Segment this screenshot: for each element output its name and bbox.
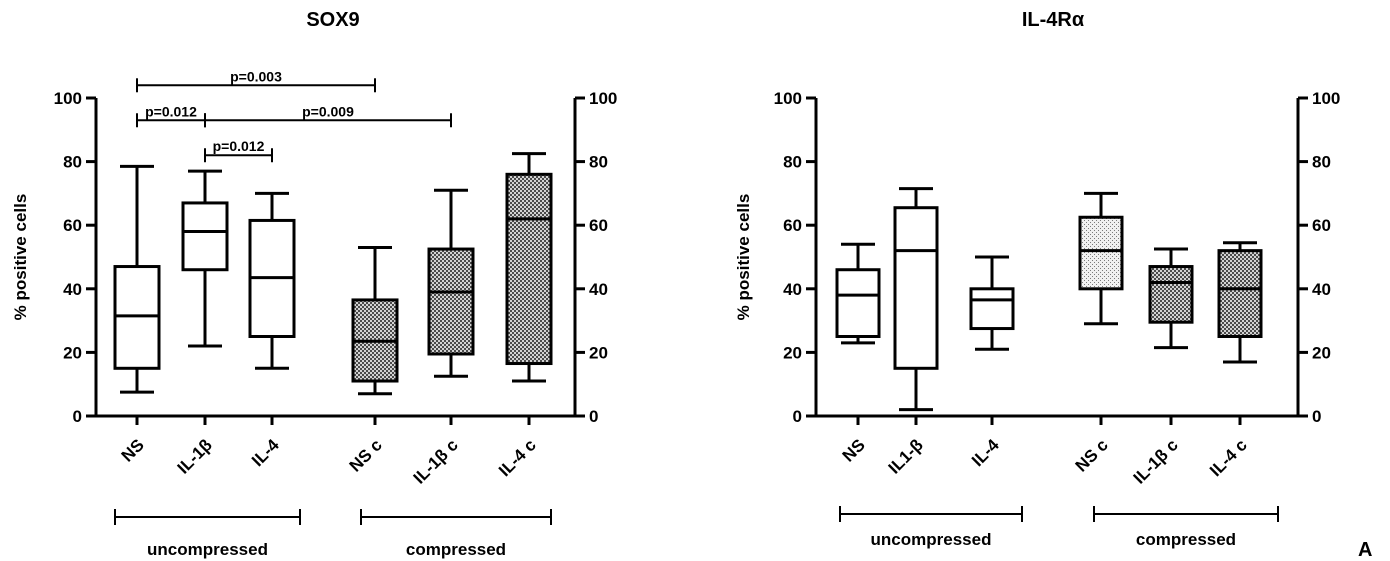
y-tick-label-right: 80 — [589, 153, 608, 172]
group-label: uncompressed — [147, 540, 268, 559]
box — [1217, 249, 1263, 338]
y-tick-label-left: 40 — [63, 280, 82, 299]
y-tick-label-left: 40 — [783, 280, 802, 299]
y-tick-label-right: 100 — [589, 89, 617, 108]
y-tick-label-right: 0 — [589, 407, 598, 426]
box — [969, 287, 1015, 331]
y-tick-label-right: 100 — [1312, 89, 1340, 108]
y-tick-label-right: 40 — [1312, 280, 1331, 299]
y-tick-label-left: 100 — [54, 89, 82, 108]
y-tick-label-left: 100 — [774, 89, 802, 108]
y-tick-label-right: 80 — [1312, 153, 1331, 172]
group-label: uncompressed — [871, 530, 992, 549]
box — [113, 265, 161, 370]
box — [505, 172, 553, 366]
y-tick-label-right: 60 — [589, 216, 608, 235]
p-value-label: p=0.003 — [230, 68, 282, 84]
y-tick-label-right: 20 — [1312, 343, 1331, 362]
y-tick-label-right: 40 — [589, 280, 608, 299]
box — [1148, 265, 1194, 324]
category-label: NS — [839, 435, 869, 465]
y-tick-label-left: 80 — [63, 153, 82, 172]
box — [427, 247, 475, 356]
box — [1078, 215, 1124, 291]
p-value-label: p=0.012 — [145, 103, 197, 119]
category-label: IL-4 — [968, 435, 1003, 470]
group-label: compressed — [1136, 530, 1236, 549]
sox9-chart: SOX9 0 0 20 20 40 40 60 60 80 80 100 100 % positive c… — [11, 9, 617, 559]
y-axis-label: % positive cells — [11, 194, 30, 321]
chart-title: IL-4Rα — [1022, 9, 1085, 31]
y-axis-label: % positive cells — [734, 194, 753, 321]
y-tick-label-left: 0 — [73, 407, 82, 426]
y-tick-label-left: 20 — [63, 343, 82, 362]
group-label: compressed — [406, 540, 506, 559]
y-tick-label-right: 60 — [1312, 216, 1331, 235]
box — [835, 268, 881, 338]
y-tick-label-right: 20 — [589, 343, 608, 362]
chart-title: SOX9 — [306, 9, 359, 31]
category-label: NS c — [346, 435, 386, 475]
category-label: IL1-β — [885, 435, 927, 477]
box — [181, 201, 229, 272]
category-label: IL-4 c — [1206, 435, 1251, 480]
category-label: IL-1β — [174, 435, 216, 477]
category-label: IL-4 c — [495, 435, 540, 480]
y-tick-label-left: 0 — [793, 407, 802, 426]
box — [893, 206, 939, 370]
y-tick-label-left: 80 — [783, 153, 802, 172]
category-label: IL-1β c — [1130, 435, 1182, 487]
p-value-label: p=0.012 — [213, 138, 265, 154]
y-tick-label-left: 20 — [783, 343, 802, 362]
category-label: NS — [118, 435, 148, 465]
y-tick-label-right: 0 — [1312, 407, 1321, 426]
y-tick-label-left: 60 — [783, 216, 802, 235]
y-tick-label-left: 60 — [63, 216, 82, 235]
category-label: NS c — [1072, 435, 1112, 475]
il4ra-chart: IL-4Rα 0 0 20 20 40 40 60 60 80 80 100 100 % positive… — [734, 9, 1340, 549]
category-label: IL-1β c — [410, 435, 462, 487]
p-value-label: p=0.009 — [302, 103, 354, 119]
panel-letter: A — [1358, 539, 1372, 561]
category-label: IL-4 — [248, 435, 283, 470]
